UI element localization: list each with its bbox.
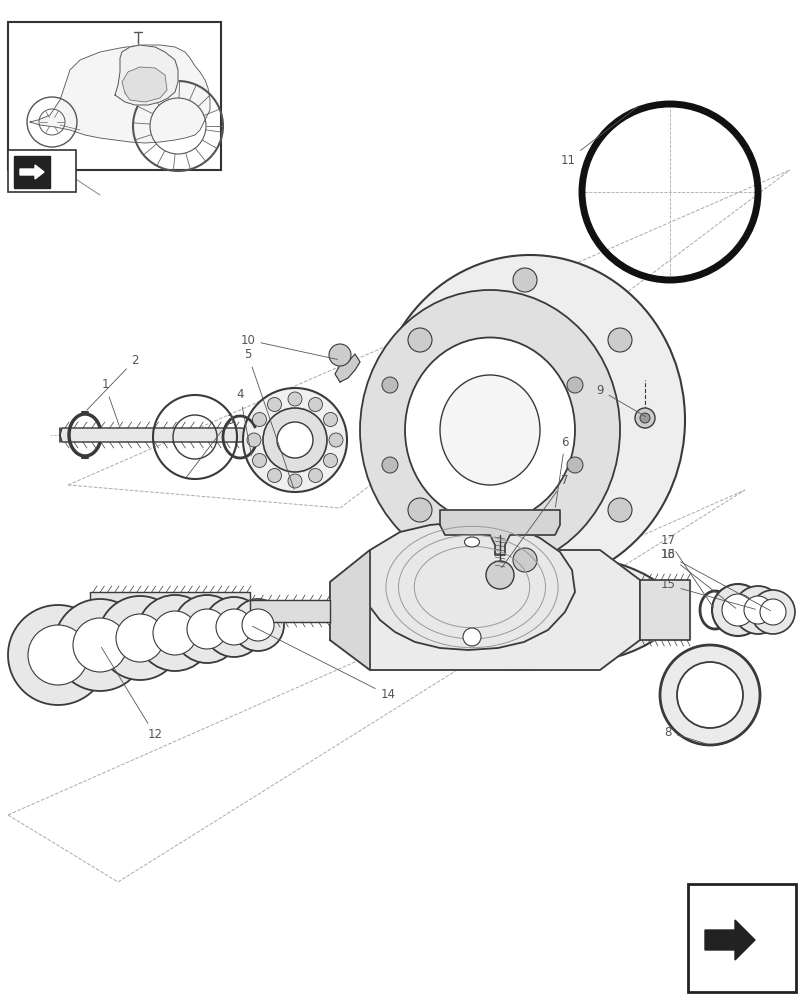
Text: 8: 8 bbox=[663, 725, 706, 744]
Polygon shape bbox=[14, 156, 50, 188]
Circle shape bbox=[152, 611, 197, 655]
Ellipse shape bbox=[440, 375, 539, 485]
Circle shape bbox=[634, 408, 654, 428]
Text: 2: 2 bbox=[87, 354, 139, 410]
Text: 7: 7 bbox=[501, 474, 568, 568]
Polygon shape bbox=[20, 165, 44, 179]
Circle shape bbox=[308, 397, 322, 411]
Circle shape bbox=[8, 605, 108, 705]
Circle shape bbox=[252, 412, 266, 426]
Polygon shape bbox=[440, 510, 560, 555]
Polygon shape bbox=[704, 920, 754, 960]
Circle shape bbox=[659, 645, 759, 745]
Text: 1: 1 bbox=[101, 378, 119, 425]
Circle shape bbox=[566, 457, 582, 473]
Circle shape bbox=[277, 422, 312, 458]
Ellipse shape bbox=[464, 537, 479, 547]
Polygon shape bbox=[329, 550, 639, 670]
Circle shape bbox=[750, 590, 794, 634]
Circle shape bbox=[381, 457, 397, 473]
Ellipse shape bbox=[405, 338, 574, 522]
Polygon shape bbox=[329, 550, 370, 670]
Circle shape bbox=[288, 392, 302, 406]
Circle shape bbox=[676, 662, 742, 728]
Polygon shape bbox=[240, 428, 255, 442]
Text: 10: 10 bbox=[240, 334, 337, 359]
Circle shape bbox=[173, 595, 241, 663]
Polygon shape bbox=[370, 522, 574, 670]
Circle shape bbox=[323, 454, 337, 468]
Circle shape bbox=[267, 469, 281, 483]
Circle shape bbox=[116, 614, 164, 662]
Text: 5: 5 bbox=[244, 349, 294, 489]
Text: 6: 6 bbox=[555, 436, 568, 507]
Circle shape bbox=[137, 595, 212, 671]
Polygon shape bbox=[335, 354, 359, 382]
Text: 3: 3 bbox=[187, 414, 234, 477]
Text: 12: 12 bbox=[101, 647, 162, 741]
Circle shape bbox=[486, 561, 513, 589]
Circle shape bbox=[743, 596, 771, 624]
Polygon shape bbox=[90, 592, 250, 630]
Circle shape bbox=[566, 377, 582, 393]
Circle shape bbox=[187, 609, 227, 649]
Ellipse shape bbox=[365, 550, 674, 670]
Text: 9: 9 bbox=[595, 383, 645, 417]
Text: 4: 4 bbox=[236, 388, 251, 455]
Circle shape bbox=[252, 454, 266, 468]
Text: 11: 11 bbox=[560, 107, 637, 167]
Polygon shape bbox=[60, 428, 242, 442]
Circle shape bbox=[288, 474, 302, 488]
Circle shape bbox=[73, 618, 127, 672]
Circle shape bbox=[721, 594, 753, 626]
Bar bbox=[8, 150, 76, 192]
Circle shape bbox=[242, 609, 273, 641]
Text: 16: 16 bbox=[659, 548, 735, 608]
Circle shape bbox=[28, 625, 88, 685]
Polygon shape bbox=[250, 600, 329, 622]
Text: 15: 15 bbox=[660, 578, 754, 609]
Text: 17: 17 bbox=[659, 534, 713, 608]
Circle shape bbox=[733, 586, 781, 634]
Circle shape bbox=[607, 328, 631, 352]
Circle shape bbox=[54, 599, 146, 691]
Circle shape bbox=[639, 413, 649, 423]
Circle shape bbox=[328, 433, 342, 447]
Circle shape bbox=[711, 584, 763, 636]
Circle shape bbox=[308, 469, 322, 483]
Circle shape bbox=[759, 599, 785, 625]
Text: 13: 13 bbox=[660, 548, 770, 611]
Circle shape bbox=[263, 408, 327, 472]
Polygon shape bbox=[115, 45, 178, 105]
Circle shape bbox=[328, 344, 350, 366]
Circle shape bbox=[323, 412, 337, 426]
Circle shape bbox=[247, 433, 260, 447]
Circle shape bbox=[381, 377, 397, 393]
Circle shape bbox=[513, 548, 536, 572]
Circle shape bbox=[407, 498, 431, 522]
Ellipse shape bbox=[359, 290, 620, 570]
Circle shape bbox=[204, 597, 264, 657]
Polygon shape bbox=[30, 45, 210, 143]
Text: 14: 14 bbox=[252, 626, 395, 702]
Ellipse shape bbox=[375, 255, 684, 585]
Circle shape bbox=[267, 397, 281, 411]
Polygon shape bbox=[122, 67, 167, 102]
Circle shape bbox=[407, 328, 431, 352]
Circle shape bbox=[462, 628, 480, 646]
Circle shape bbox=[513, 268, 536, 292]
Circle shape bbox=[98, 596, 182, 680]
Bar bbox=[687, 884, 795, 992]
Circle shape bbox=[216, 609, 251, 645]
Circle shape bbox=[607, 498, 631, 522]
Circle shape bbox=[232, 599, 284, 651]
Bar bbox=[8, 22, 221, 170]
Circle shape bbox=[242, 388, 346, 492]
Polygon shape bbox=[639, 580, 689, 640]
